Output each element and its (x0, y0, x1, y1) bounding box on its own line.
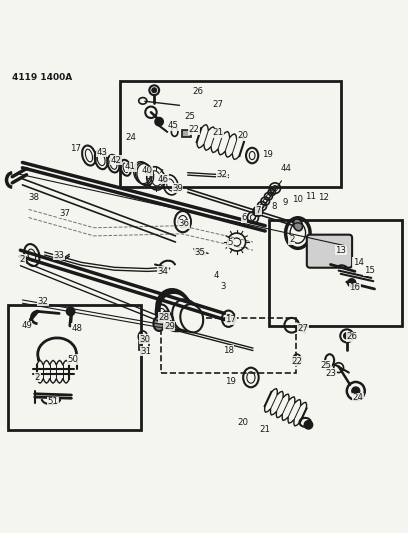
Text: 31: 31 (141, 347, 151, 356)
Text: 21: 21 (213, 128, 224, 137)
Text: 37: 37 (59, 209, 70, 218)
Text: 28: 28 (159, 313, 169, 322)
Text: 20: 20 (237, 418, 248, 427)
Bar (269, 220, 402, 326)
Text: 19: 19 (225, 377, 236, 386)
Text: 44: 44 (280, 164, 291, 173)
Text: 50: 50 (67, 355, 78, 364)
Circle shape (67, 308, 75, 316)
Text: 2: 2 (35, 373, 40, 382)
Text: 33: 33 (54, 251, 64, 260)
Circle shape (155, 118, 163, 126)
Circle shape (348, 279, 356, 287)
Text: 41: 41 (125, 162, 136, 171)
Text: 36: 36 (178, 219, 189, 228)
Text: 24: 24 (353, 393, 364, 402)
Text: 26: 26 (193, 87, 203, 96)
Text: 16: 16 (350, 283, 360, 292)
Text: 45: 45 (168, 121, 179, 130)
Text: 38: 38 (28, 193, 39, 203)
Text: 25: 25 (320, 361, 331, 370)
Text: 8: 8 (271, 201, 277, 211)
Bar (182, 130, 191, 137)
Text: 10: 10 (292, 195, 302, 204)
Text: 12: 12 (318, 192, 328, 201)
Text: 22: 22 (188, 125, 199, 134)
Text: 4: 4 (213, 271, 219, 280)
Ellipse shape (157, 290, 190, 328)
Text: 42: 42 (111, 156, 122, 165)
Text: 35: 35 (195, 248, 205, 257)
Text: 22: 22 (292, 357, 302, 366)
Text: 3: 3 (221, 281, 226, 290)
Ellipse shape (180, 304, 203, 333)
Text: 32: 32 (217, 170, 228, 179)
Ellipse shape (293, 219, 303, 231)
Text: 32: 32 (38, 297, 48, 306)
Text: 2: 2 (289, 236, 295, 245)
Text: 20: 20 (237, 132, 248, 140)
Text: 24: 24 (125, 133, 136, 142)
Text: 48: 48 (71, 324, 82, 333)
Text: 18: 18 (223, 345, 234, 354)
Ellipse shape (172, 300, 199, 332)
Circle shape (152, 88, 157, 93)
FancyBboxPatch shape (307, 235, 352, 268)
Text: 27: 27 (213, 100, 224, 109)
Text: 21: 21 (259, 425, 270, 434)
Text: 25: 25 (184, 112, 195, 121)
Text: 17: 17 (70, 144, 81, 152)
Text: 46: 46 (158, 175, 169, 184)
Bar (139, 342, 149, 350)
Text: 27: 27 (297, 324, 308, 333)
Bar (120, 81, 341, 187)
Text: 51: 51 (48, 398, 58, 407)
Text: 6: 6 (241, 213, 247, 222)
Text: 14: 14 (353, 258, 364, 267)
Circle shape (304, 421, 313, 429)
Text: 49: 49 (21, 321, 32, 330)
Text: 23: 23 (326, 369, 337, 378)
Ellipse shape (153, 316, 165, 331)
Text: 43: 43 (97, 148, 107, 157)
Text: 19: 19 (262, 150, 273, 159)
Text: 26: 26 (346, 332, 357, 341)
Ellipse shape (159, 292, 192, 330)
Bar (161, 318, 296, 373)
Text: 15: 15 (364, 266, 375, 275)
Text: 40: 40 (142, 166, 152, 175)
Text: 34: 34 (158, 267, 169, 276)
Text: 5: 5 (228, 238, 233, 247)
Text: 17: 17 (225, 315, 236, 324)
Text: 9: 9 (283, 198, 288, 207)
Text: 39: 39 (172, 184, 183, 192)
Bar (8, 305, 141, 430)
Text: 29: 29 (164, 322, 175, 331)
Text: 4119 1400A: 4119 1400A (12, 72, 73, 82)
Text: 11: 11 (306, 192, 316, 201)
Text: 7: 7 (255, 206, 261, 215)
Circle shape (344, 333, 350, 339)
Text: 30: 30 (140, 335, 150, 344)
Text: 2: 2 (20, 255, 25, 264)
Text: 13: 13 (335, 246, 346, 255)
Circle shape (352, 387, 360, 395)
